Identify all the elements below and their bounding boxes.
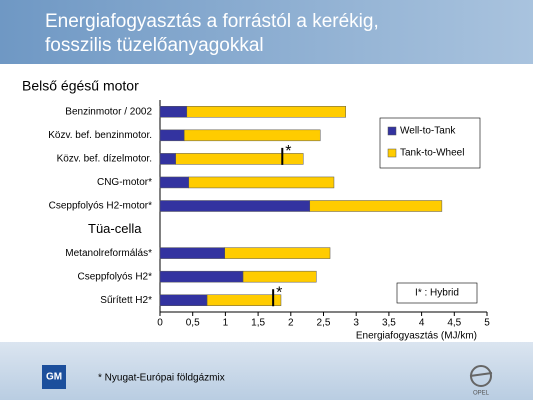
bar-segment — [175, 153, 304, 165]
bar-segment — [224, 247, 331, 259]
y-tick-label: Cseppfolyós H2-motor* — [49, 201, 152, 212]
x-tick-label: 3 — [353, 318, 359, 329]
y-tick-label: Metanolreformálás* — [65, 248, 152, 259]
bar-segment — [159, 176, 190, 189]
y-tick-label: Sűrített H2* — [100, 295, 152, 306]
bar-segment — [186, 106, 346, 118]
x-tick-label: 2,5 — [317, 318, 331, 329]
opel-logo — [469, 372, 493, 377]
bar-segment — [183, 129, 321, 142]
legend-swatch — [387, 126, 397, 136]
section-label: Tüa-cella — [88, 221, 142, 236]
bar-segment — [159, 294, 208, 306]
bar-segment — [159, 106, 188, 118]
x-tick-label: 1,5 — [251, 318, 265, 329]
bar-segment — [159, 153, 176, 165]
x-axis-label: Energiafogyasztás (MJ/km) — [356, 331, 477, 342]
x-tick-label: 4,5 — [447, 318, 461, 329]
title: Energiafogyasztás a forrástól a kerékig, — [45, 11, 379, 32]
x-tick-label: 0 — [157, 318, 163, 329]
gm-logo — [42, 365, 66, 389]
x-tick-label: 4 — [419, 318, 425, 329]
header-band — [0, 0, 533, 64]
x-tick-label: 1 — [223, 318, 229, 329]
x-tick-label: 0,5 — [186, 318, 200, 329]
x-tick-label: 3,5 — [382, 318, 396, 329]
y-tick-label: Cseppfolyós H2* — [78, 271, 153, 282]
legend-box — [379, 117, 481, 169]
bar-segment — [309, 200, 443, 212]
hybrid-note-box — [396, 282, 478, 304]
subtitle: Belső égésű motor — [22, 78, 139, 94]
y-tick-label: CNG-motor* — [97, 177, 152, 188]
hybrid-star: * — [276, 284, 282, 301]
opel-logo-text: OPEL — [473, 391, 490, 397]
y-tick-label: Közv. bef. benzinmotor. — [48, 130, 152, 141]
hybrid-star: * — [285, 143, 291, 160]
legend-swatch — [387, 148, 397, 158]
y-tick-label: Benzinmotor / 2002 — [65, 106, 152, 117]
legend-label: Tank-to-Wheel — [400, 148, 464, 159]
bar-segment — [159, 129, 185, 142]
bar-segment — [159, 200, 311, 212]
bar-segment — [206, 294, 282, 306]
legend-label: Well-to-Tank — [400, 126, 456, 137]
gm-logo-text: GM — [46, 372, 62, 383]
footnote: * Nyugat-Európai földgázmix — [98, 373, 225, 384]
footer-band — [0, 342, 533, 400]
bar-segment — [159, 270, 244, 283]
y-tick-label: Közv. bef. dízelmotor. — [57, 154, 152, 165]
bar-segment — [242, 270, 317, 283]
x-tick-label: 2 — [288, 318, 294, 329]
title: fosszilis tüzelőanyagokkal — [45, 35, 264, 56]
hybrid-note: I* : Hybrid — [415, 288, 459, 299]
x-tick-label: 5 — [484, 318, 490, 329]
bar-segment — [188, 176, 335, 189]
bar-segment — [159, 247, 225, 259]
